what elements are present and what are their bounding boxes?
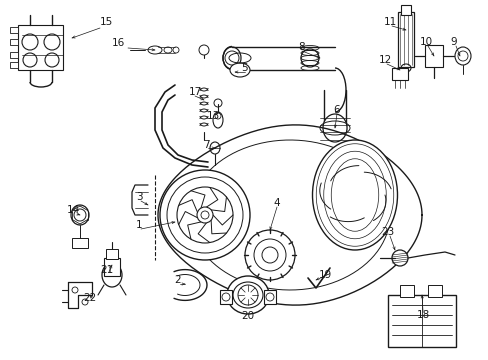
Ellipse shape — [213, 112, 223, 128]
Circle shape — [23, 53, 37, 67]
Ellipse shape — [71, 205, 89, 225]
Text: 12: 12 — [378, 55, 391, 65]
Ellipse shape — [301, 49, 318, 67]
Bar — [387, 295, 455, 347]
Bar — [424, 45, 442, 67]
Circle shape — [262, 247, 278, 263]
Text: 22: 22 — [83, 293, 97, 303]
Bar — [427, 285, 441, 297]
Circle shape — [199, 45, 208, 55]
Text: 23: 23 — [381, 227, 394, 237]
Circle shape — [167, 177, 243, 253]
Circle shape — [197, 207, 213, 223]
Circle shape — [44, 34, 60, 50]
Bar — [10, 39, 18, 45]
Text: 9: 9 — [450, 37, 456, 47]
Text: 5: 5 — [241, 63, 248, 73]
Bar — [18, 25, 63, 70]
Text: 11: 11 — [383, 17, 396, 27]
Bar — [220, 290, 231, 304]
Ellipse shape — [312, 140, 397, 250]
Text: 7: 7 — [202, 140, 209, 150]
Circle shape — [244, 230, 294, 280]
Circle shape — [224, 51, 239, 65]
Text: 19: 19 — [318, 270, 331, 280]
Text: 3: 3 — [135, 192, 142, 202]
Ellipse shape — [223, 47, 241, 69]
Text: 13: 13 — [206, 111, 219, 121]
Text: 2: 2 — [174, 275, 181, 285]
Bar — [391, 68, 407, 80]
Bar — [400, 5, 410, 15]
Text: 21: 21 — [100, 265, 113, 275]
Bar — [104, 258, 120, 276]
Bar — [106, 249, 118, 259]
Circle shape — [160, 170, 249, 260]
Text: 6: 6 — [333, 105, 340, 115]
Text: 1: 1 — [135, 220, 142, 230]
Ellipse shape — [226, 276, 268, 314]
Ellipse shape — [454, 47, 470, 65]
Text: 10: 10 — [419, 37, 432, 47]
Text: 16: 16 — [111, 38, 124, 48]
Circle shape — [253, 239, 285, 271]
Text: 17: 17 — [188, 87, 201, 97]
Bar — [72, 238, 88, 248]
Bar — [10, 52, 18, 58]
Text: 20: 20 — [241, 311, 254, 321]
Bar — [264, 290, 275, 304]
Text: 15: 15 — [99, 17, 112, 27]
Ellipse shape — [229, 63, 249, 77]
Ellipse shape — [102, 263, 122, 287]
Ellipse shape — [209, 142, 220, 154]
Ellipse shape — [323, 114, 346, 142]
Ellipse shape — [391, 250, 407, 266]
Bar — [397, 12, 413, 67]
Text: 8: 8 — [298, 42, 305, 52]
Circle shape — [238, 285, 258, 305]
Text: 4: 4 — [273, 198, 280, 208]
Circle shape — [22, 34, 38, 50]
Bar — [10, 62, 18, 68]
Bar — [399, 285, 413, 297]
Text: 18: 18 — [415, 310, 429, 320]
Bar — [10, 27, 18, 33]
Circle shape — [45, 53, 59, 67]
Text: 14: 14 — [66, 205, 80, 215]
Circle shape — [201, 211, 208, 219]
Circle shape — [177, 187, 232, 243]
